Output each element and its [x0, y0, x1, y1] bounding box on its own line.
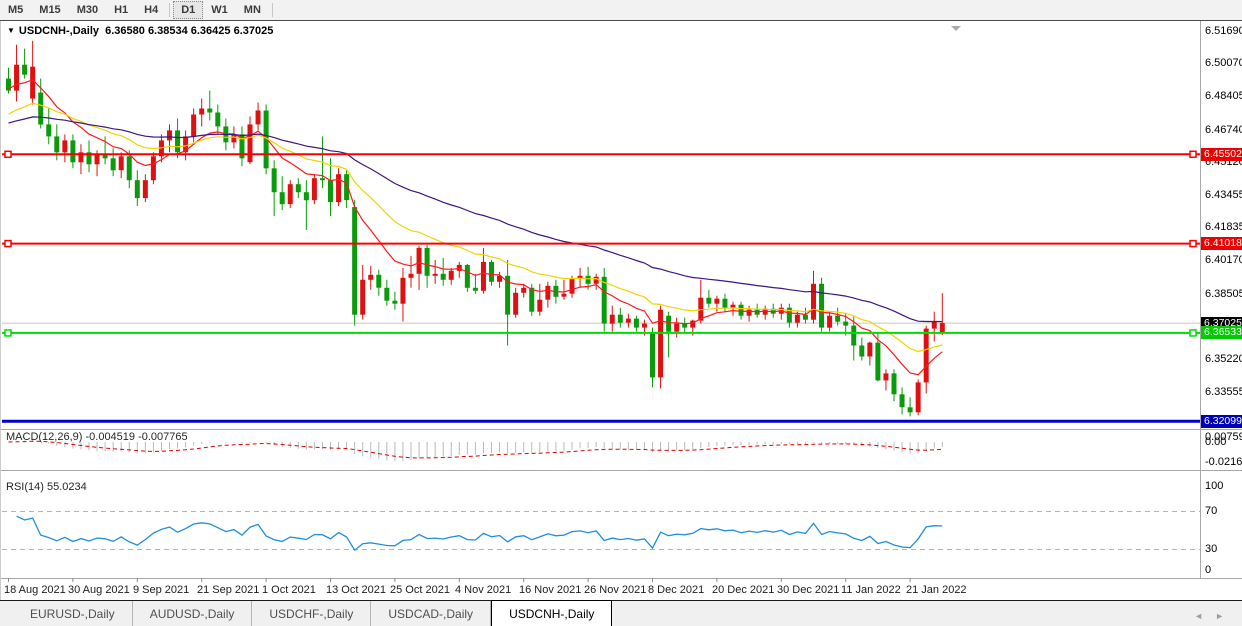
timeframe-button-m15[interactable]: M15 — [39, 4, 61, 16]
date-axis-label: 25 Oct 2021 — [390, 584, 450, 596]
rsi-axis-label: 30 — [1205, 543, 1218, 555]
timeframe-button-h4[interactable]: H4 — [144, 4, 159, 16]
date-axis-label: 30 Aug 2021 — [68, 584, 130, 596]
chart-ohlc-values: 6.36580 6.38534 6.36425 6.37025 — [105, 25, 274, 37]
price-level-badge: 6.36533 — [1201, 326, 1242, 339]
timeframe-button-d1[interactable]: D1 — [173, 1, 204, 19]
timeframe-toolbar: M5 M15 M30 H1 H4 D1 W1 MN — [0, 0, 1242, 20]
tab-eurusd[interactable]: EURUSD-,Daily — [13, 601, 133, 626]
date-axis-label: 21 Jan 2022 — [906, 584, 967, 596]
date-axis-label: 8 Dec 2021 — [648, 584, 705, 596]
scroll-right-icon[interactable]: ► — [1215, 611, 1236, 621]
macd-name: MACD(12,26,9) — [6, 431, 83, 443]
price-axis-label: 6.33555 — [1205, 386, 1242, 398]
price-level-badge: 6.32099 — [1201, 415, 1242, 428]
price-axis-label: 6.38505 — [1205, 288, 1242, 300]
macd-indicator-label: MACD(12,26,9) -0.004519 -0.007765 — [6, 431, 188, 443]
price-axis-label: 6.46740 — [1205, 124, 1242, 136]
toolbar-separator — [169, 3, 171, 17]
chevron-down-icon: ▼ — [7, 26, 15, 35]
price-axis-label: 6.48405 — [1205, 90, 1242, 102]
date-axis-label: 9 Sep 2021 — [133, 584, 190, 596]
date-axis-label: 26 Nov 2021 — [584, 584, 647, 596]
price-level-badge: 6.41018 — [1201, 237, 1242, 250]
tab-audusd[interactable]: AUDUSD-,Daily — [133, 601, 253, 626]
date-axis-label: 13 Oct 2021 — [326, 584, 386, 596]
tab-usdcnh[interactable]: USDCNH-,Daily — [491, 600, 613, 626]
macd-axis-min-label: -0.02164 — [1205, 456, 1242, 468]
date-axis-label: 30 Dec 2021 — [777, 584, 840, 596]
date-axis-label: 16 Nov 2021 — [519, 584, 582, 596]
chart-title: ▼ USDCNH-,Daily 6.36580 6.38534 6.36425 6… — [7, 25, 273, 37]
rsi-indicator-label: RSI(14) 55.0234 — [6, 481, 87, 493]
rsi-axis-label: 70 — [1205, 505, 1218, 517]
toolbar-divider — [0, 20, 1242, 21]
date-axis-label: 1 Oct 2021 — [262, 584, 316, 596]
rsi-name: RSI(14) — [6, 481, 44, 493]
price-axis-label: 6.35220 — [1205, 353, 1242, 365]
timeframe-button-w1[interactable]: W1 — [211, 4, 228, 16]
price-axis-label: 6.43455 — [1205, 189, 1242, 201]
tabbar-scroll-arrows: ◄► — [1194, 611, 1236, 621]
price-axis-label: 6.40170 — [1205, 254, 1242, 266]
tab-usdchf[interactable]: USDCHF-,Daily — [252, 601, 372, 626]
rsi-axis-label: 0 — [1205, 564, 1212, 576]
chart-canvas[interactable] — [0, 21, 1242, 600]
price-axis-label: 6.51690 — [1205, 25, 1242, 37]
price-axis-label: 6.41835 — [1205, 221, 1242, 233]
timeframe-button-h1[interactable]: H1 — [114, 4, 129, 16]
toolbar-separator — [271, 3, 273, 17]
timeframe-button-m5[interactable]: M5 — [8, 4, 24, 16]
timeframe-button-m30[interactable]: M30 — [76, 4, 99, 16]
chart-symbol-label: USDCNH-,Daily — [18, 25, 99, 37]
rsi-axis-label: 100 — [1205, 480, 1224, 492]
timeframe-button-mn[interactable]: MN — [243, 4, 261, 16]
date-axis-label: 20 Dec 2021 — [712, 584, 775, 596]
price-level-badge: 6.45502 — [1201, 148, 1242, 161]
symbol-tabbar: EURUSD-,Daily AUDUSD-,Daily USDCHF-,Daily U… — [0, 600, 1242, 626]
macd-axis-max-label: 0.0075963 — [1205, 431, 1242, 443]
rsi-value: 55.0234 — [46, 481, 87, 493]
date-axis-label: 21 Sep 2021 — [197, 584, 260, 596]
price-axis-label: 6.50070 — [1205, 57, 1242, 69]
date-axis-label: 4 Nov 2021 — [455, 584, 512, 596]
scroll-left-icon[interactable]: ◄ — [1194, 611, 1216, 621]
autoscroll-marker-icon — [951, 26, 961, 31]
macd-main-value: -0.004519 — [85, 431, 136, 443]
tab-usdcad[interactable]: USDCAD-,Daily — [371, 601, 492, 626]
macd-axis-zero-label: 0.00 — [1205, 436, 1227, 448]
date-axis-label: 11 Jan 2022 — [841, 584, 901, 596]
date-axis-label: 18 Aug 2021 — [4, 584, 66, 596]
macd-signal-value: -0.007765 — [138, 431, 188, 443]
